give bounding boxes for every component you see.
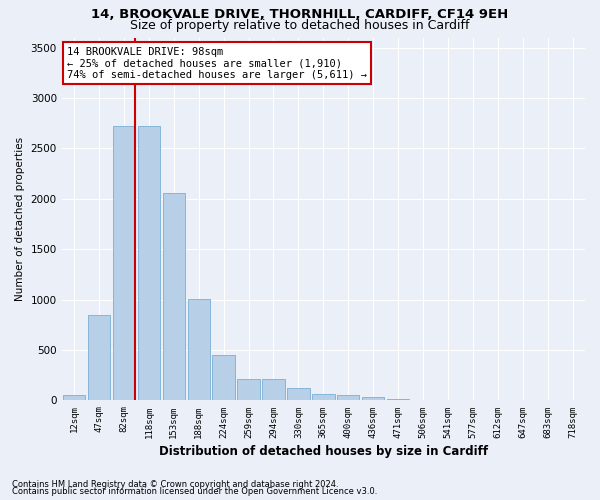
Text: Contains HM Land Registry data © Crown copyright and database right 2024.: Contains HM Land Registry data © Crown c… xyxy=(12,480,338,489)
Bar xyxy=(188,299,210,400)
Bar xyxy=(312,394,335,400)
Text: Size of property relative to detached houses in Cardiff: Size of property relative to detached ho… xyxy=(130,19,470,32)
Bar xyxy=(337,396,359,400)
Bar xyxy=(63,395,85,400)
Bar xyxy=(287,388,310,400)
Bar xyxy=(362,397,385,400)
Bar xyxy=(238,379,260,400)
Y-axis label: Number of detached properties: Number of detached properties xyxy=(15,137,25,301)
Bar xyxy=(88,314,110,400)
Bar xyxy=(113,126,135,400)
Text: Contains public sector information licensed under the Open Government Licence v3: Contains public sector information licen… xyxy=(12,487,377,496)
X-axis label: Distribution of detached houses by size in Cardiff: Distribution of detached houses by size … xyxy=(159,444,488,458)
Text: 14, BROOKVALE DRIVE, THORNHILL, CARDIFF, CF14 9EH: 14, BROOKVALE DRIVE, THORNHILL, CARDIFF,… xyxy=(91,8,509,20)
Bar xyxy=(163,193,185,400)
Bar xyxy=(212,354,235,401)
Bar xyxy=(137,126,160,400)
Text: 14 BROOKVALE DRIVE: 98sqm
← 25% of detached houses are smaller (1,910)
74% of se: 14 BROOKVALE DRIVE: 98sqm ← 25% of detac… xyxy=(67,46,367,80)
Bar xyxy=(262,379,285,400)
